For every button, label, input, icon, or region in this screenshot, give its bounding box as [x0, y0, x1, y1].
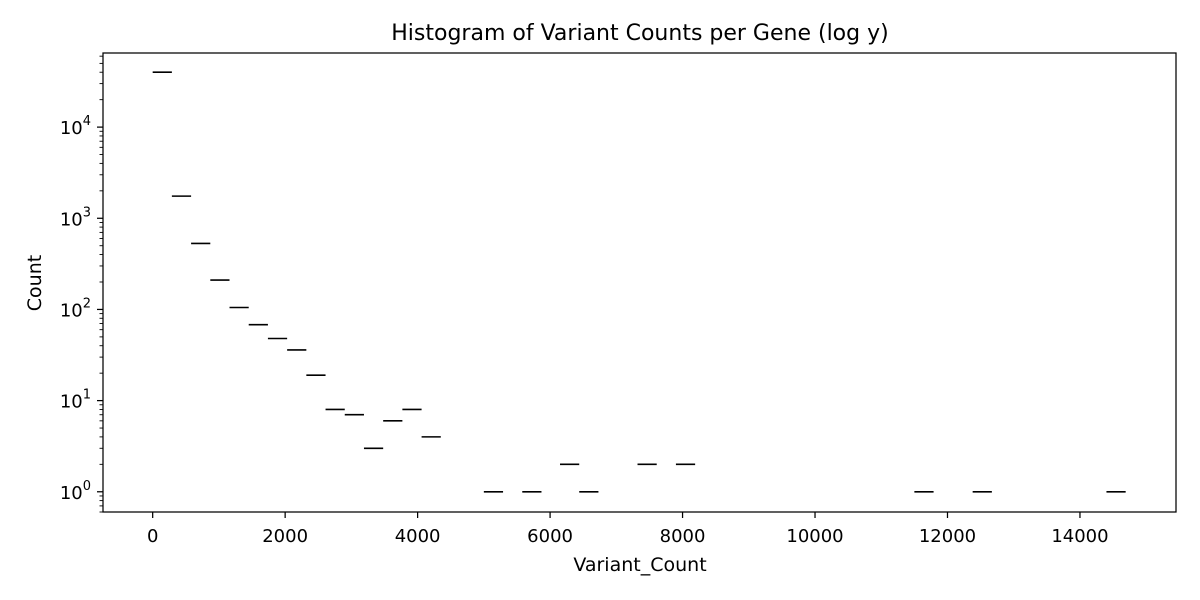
plot-frame — [102, 52, 1177, 513]
x-tick-label: 8000 — [660, 526, 706, 547]
y-tick-label: 104 — [60, 114, 91, 139]
x-tick-label: 6000 — [527, 526, 573, 547]
x-tick-label: 14000 — [1051, 526, 1108, 547]
x-tick-label: 12000 — [919, 526, 976, 547]
x-axis-label: Variant_Count — [573, 554, 706, 576]
chart-title: Histogram of Variant Counts per Gene (lo… — [391, 21, 888, 46]
x-tick-label: 0 — [147, 526, 158, 547]
x-tick-label: 4000 — [395, 526, 441, 547]
y-tick-label: 101 — [60, 388, 91, 413]
y-tick-label: 102 — [60, 296, 91, 321]
y-axis-label: Count — [24, 255, 46, 311]
y-tick-label: 103 — [60, 205, 91, 230]
x-axis: 0 2000 4000 6000 8000 10000 12000 14000 — [147, 512, 1109, 547]
bars-group — [152, 71, 1126, 493]
y-axis: 100 101 102 103 104 — [60, 55, 103, 513]
x-tick-label: 2000 — [262, 526, 308, 547]
x-tick-label: 10000 — [786, 526, 843, 547]
y-tick-label: 100 — [60, 479, 91, 504]
